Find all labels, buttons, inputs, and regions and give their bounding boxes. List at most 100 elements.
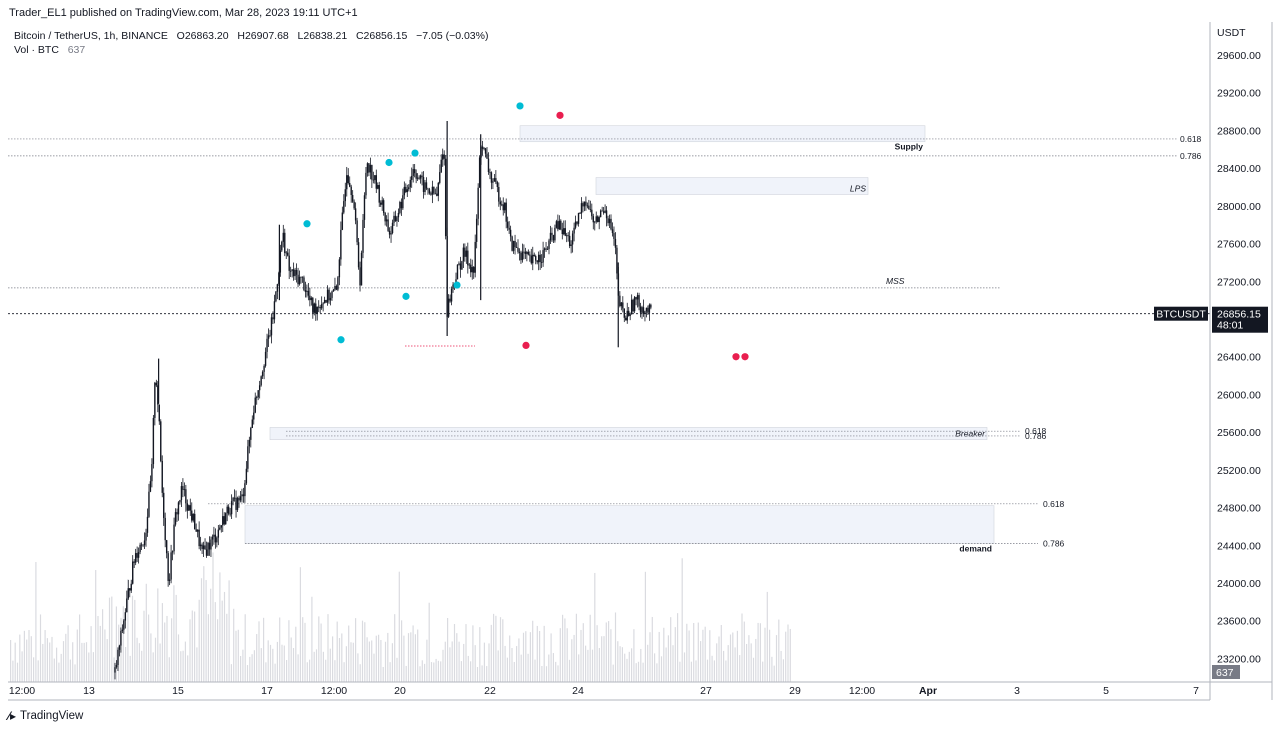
volume-bar — [129, 655, 131, 682]
candle-body — [591, 209, 593, 217]
volume-bar — [734, 647, 736, 682]
candle-body — [256, 397, 258, 399]
candle-body — [400, 201, 403, 209]
time-tick-label: 29 — [789, 685, 801, 697]
volume-bar — [780, 650, 782, 682]
candle-body — [353, 201, 355, 209]
volume-bar — [230, 664, 232, 682]
candle-body — [377, 185, 379, 189]
candle-body — [508, 227, 510, 230]
volume-bar — [782, 659, 784, 682]
candle-body — [276, 284, 279, 292]
candle-body — [279, 250, 282, 273]
volume-tag-label: 637 — [1216, 667, 1234, 679]
candle-body — [527, 251, 530, 255]
candle-body — [452, 284, 454, 289]
volume-bar — [276, 641, 278, 682]
publisher-line: Trader_EL1 published on TradingView.com,… — [9, 7, 358, 19]
volume-bar — [375, 635, 377, 682]
time-tick-label: 5 — [1103, 685, 1109, 697]
volume-label[interactable]: Vol · BTC — [14, 44, 59, 56]
volume-bar — [95, 570, 97, 682]
volume-bar — [633, 629, 635, 682]
volume-bar — [585, 645, 587, 682]
candle-body — [570, 244, 572, 247]
candle-body — [610, 218, 612, 230]
volume-bar — [115, 606, 117, 682]
volume-bar — [430, 662, 433, 682]
volume-bar — [214, 602, 216, 682]
volume-bar — [246, 665, 249, 682]
volume-bar — [396, 657, 398, 682]
candle-body — [267, 335, 270, 339]
candle-body — [388, 230, 391, 235]
volume-bar — [665, 647, 667, 682]
level-label: 0.786 — [1180, 151, 1202, 161]
candle-body — [161, 460, 163, 493]
candle-body — [198, 529, 200, 547]
candle-body — [145, 532, 147, 541]
volume-bar — [265, 662, 267, 682]
candle-body — [191, 510, 193, 521]
candle-body — [543, 248, 546, 251]
price-tick-label: 26400.00 — [1217, 352, 1261, 364]
candle-body — [397, 212, 400, 218]
volume-bar — [509, 635, 511, 682]
price-tick-label: 23600.00 — [1217, 616, 1261, 628]
volume-bar — [175, 594, 177, 682]
candle-body — [563, 228, 565, 235]
candle-body — [650, 304, 652, 308]
volume-bar — [525, 631, 527, 682]
candle-body — [416, 177, 419, 179]
volume-bar — [16, 662, 19, 682]
volume-bar — [516, 646, 518, 682]
volume-bar — [292, 648, 295, 682]
volume-bar — [527, 653, 529, 682]
candle-body — [242, 494, 245, 497]
candle-body — [486, 153, 488, 159]
volume-bar — [470, 661, 472, 682]
candle-body — [579, 213, 581, 214]
volume-bar — [605, 622, 607, 682]
candle-body — [126, 598, 128, 613]
volume-bar — [168, 657, 170, 682]
candle-body — [273, 301, 276, 320]
candle-body — [475, 218, 478, 242]
candle-body — [501, 204, 503, 206]
candle-body — [247, 446, 249, 469]
candle-body — [284, 232, 286, 253]
volume-bar — [771, 656, 773, 682]
volume-bar — [104, 629, 106, 682]
symbol-name[interactable]: Bitcoin / TetherUS, 1h, BINANCE — [14, 30, 168, 42]
footer-brand[interactable]: ⁄▸ TradingView — [8, 709, 83, 723]
price-tick-label: 28400.00 — [1217, 163, 1261, 175]
volume-bar — [504, 645, 506, 682]
volume-bar — [327, 614, 329, 682]
candle-body — [567, 235, 569, 237]
volume-bar — [739, 655, 741, 682]
volume-bar — [566, 628, 568, 682]
volume-bar — [145, 583, 147, 682]
candle-body — [512, 240, 515, 251]
volume-bar — [113, 657, 115, 682]
candle-body — [566, 235, 568, 237]
candle-body — [468, 264, 470, 266]
volume-bar — [755, 638, 757, 682]
candle-body — [554, 227, 556, 241]
candle-body — [315, 303, 317, 314]
candle-body — [157, 385, 159, 405]
candle-body — [616, 247, 618, 274]
price-tag-value: 26856.15 — [1217, 309, 1261, 321]
candle-body — [560, 220, 562, 230]
candle-body — [204, 545, 206, 550]
volume-bar — [382, 666, 384, 682]
candle-body — [412, 169, 414, 176]
volume-bar — [309, 659, 311, 682]
volume-bar — [575, 613, 577, 682]
volume-bar — [391, 643, 393, 682]
candle-body — [607, 218, 609, 224]
candle-body — [139, 544, 141, 553]
volume-bar — [656, 663, 658, 682]
volume-bar — [614, 612, 617, 682]
